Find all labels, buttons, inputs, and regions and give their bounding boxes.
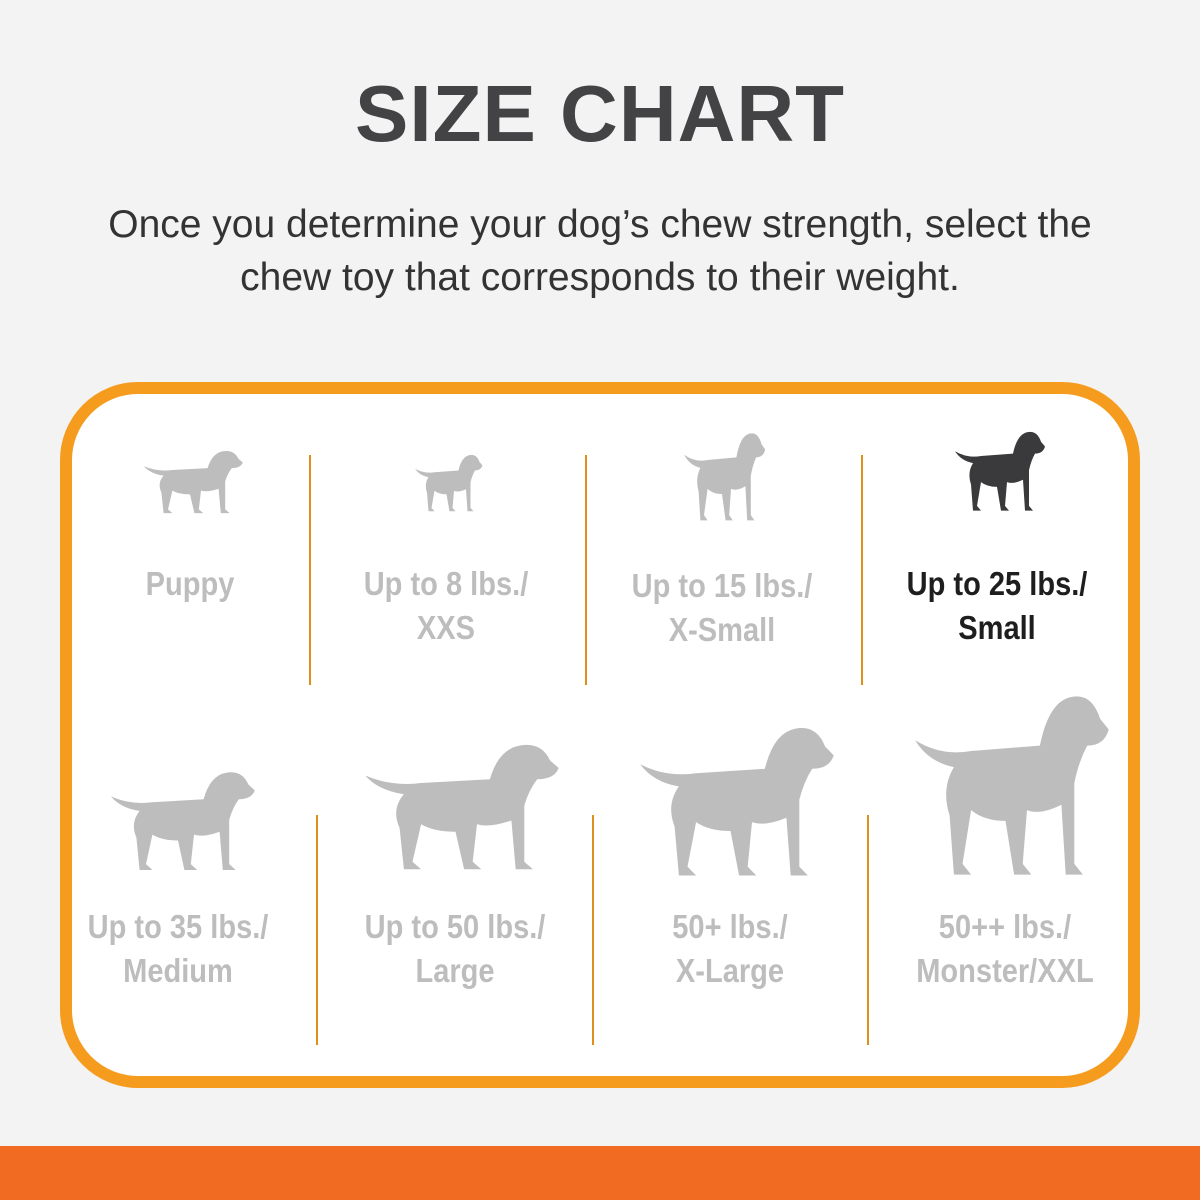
great-dane-icon: [914, 696, 1109, 875]
size-option-8: 50++ lbs./ Monster/XXL: [865, 665, 1145, 989]
size-label: Up to 50 lbs./ Large: [315, 905, 595, 993]
puppy-icon: [143, 450, 243, 514]
beagle-icon: [110, 772, 255, 871]
divider: [592, 815, 594, 1045]
size-option-4: Up to 25 lbs./ Small: [857, 418, 1137, 646]
terrier-icon: [955, 431, 1045, 511]
page-title: SIZE CHART: [355, 69, 845, 158]
size-weight: 50++ lbs./: [938, 908, 1072, 945]
size-weight: Up to 25 lbs./: [906, 565, 1088, 602]
divider: [861, 455, 863, 685]
size-option-5: Up to 35 lbs./ Medium: [38, 755, 318, 989]
size-name: Medium: [123, 952, 233, 989]
size-option-6: Up to 50 lbs./ Large: [315, 723, 595, 989]
size-label: Up to 25 lbs./ Small: [857, 562, 1137, 650]
divider: [316, 815, 318, 1045]
subtitle: Once you determine your dog’s chew stren…: [0, 198, 1200, 304]
size-weight: 50+ lbs./: [672, 908, 788, 945]
bottom-bar: [0, 1146, 1200, 1200]
chihuahua-icon: [414, 454, 482, 512]
size-weight: Up to 35 lbs./: [87, 908, 269, 945]
size-label: 50+ lbs./ X-Large: [590, 905, 870, 993]
size-label: 50++ lbs./ Monster/XXL: [865, 905, 1145, 993]
size-chart-panel: [60, 382, 1140, 1088]
size-weight: Puppy: [145, 565, 235, 602]
divider: [585, 455, 587, 685]
size-label: Up to 35 lbs./ Medium: [38, 905, 318, 993]
toy-terrier-icon: [684, 433, 766, 521]
size-option-7: 50+ lbs./ X-Large: [590, 702, 870, 989]
divider: [309, 455, 311, 685]
size-name: Large: [415, 952, 495, 989]
shepherd-icon: [639, 727, 834, 876]
size-weight: Up to 8 lbs./: [363, 565, 529, 602]
size-name: X-Small: [668, 611, 776, 648]
size-option-3: Up to 15 lbs./ X-Small: [582, 418, 862, 648]
size-name: Monster/XXL: [916, 952, 1094, 989]
size-option-1: Puppy: [50, 440, 330, 602]
divider: [867, 815, 869, 1045]
subtitle-line: Once you determine your dog’s chew stren…: [108, 203, 1092, 246]
size-name: Small: [958, 609, 1036, 646]
size-name: X-Large: [675, 952, 785, 989]
subtitle-line: chew toy that corresponds to their weigh…: [240, 256, 960, 299]
size-label: Puppy: [50, 562, 330, 606]
size-name: XXS: [416, 609, 476, 646]
size-label: Up to 8 lbs./ XXS: [306, 562, 586, 650]
labrador-icon: [364, 744, 559, 870]
size-weight: Up to 50 lbs./: [364, 908, 546, 945]
size-option-2: Up to 8 lbs./ XXS: [306, 445, 586, 646]
size-label: Up to 15 lbs./ X-Small: [582, 564, 862, 652]
size-weight: Up to 15 lbs./: [631, 567, 813, 604]
